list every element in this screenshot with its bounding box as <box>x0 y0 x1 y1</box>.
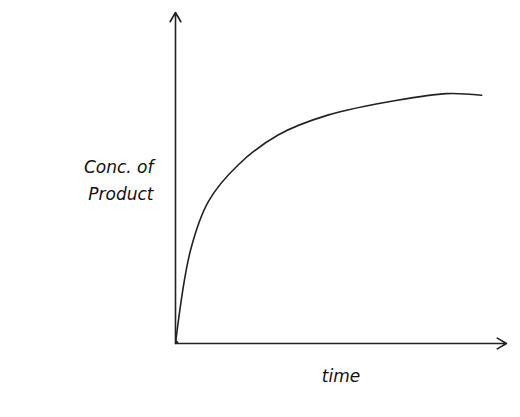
svg-text:time: time <box>322 366 360 386</box>
svg-text:Conc. ofProduct: Conc. ofProduct <box>84 157 157 204</box>
